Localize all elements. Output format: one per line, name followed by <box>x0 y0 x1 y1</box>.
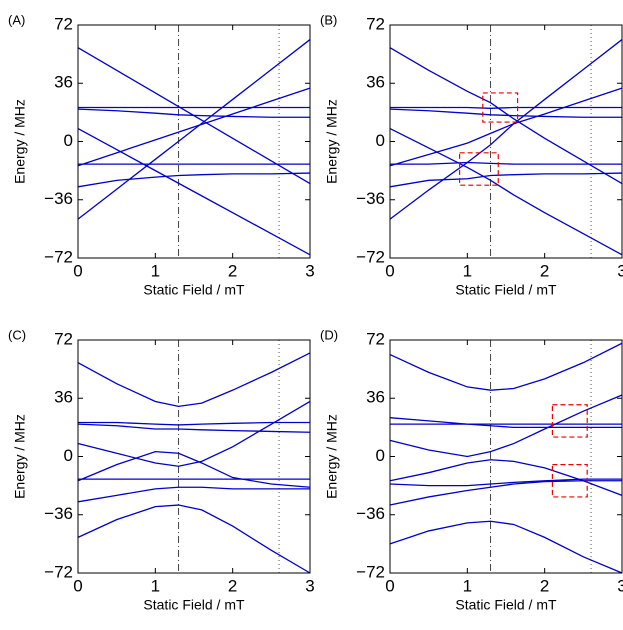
y-tick-label: 36 <box>54 73 73 92</box>
energy-level <box>390 106 622 109</box>
x-tick-label: 1 <box>463 576 472 595</box>
x-axis-label: Static Field / mT <box>143 282 245 298</box>
y-tick-label: 36 <box>366 73 385 92</box>
energy-level <box>77 127 311 256</box>
y-tick-label: 0 <box>376 446 385 465</box>
energy-level <box>390 161 622 165</box>
plot-frame <box>389 24 623 259</box>
energy-level <box>389 459 623 496</box>
energy-level <box>77 423 311 433</box>
y-tick-label: 36 <box>54 388 73 407</box>
energy-level <box>389 39 623 220</box>
energy-level <box>389 342 623 391</box>
y-tick-label: 72 <box>366 329 385 348</box>
energy-level <box>77 400 311 467</box>
y-axis-label: Energy / MHz <box>324 99 340 184</box>
energy-level <box>389 394 623 458</box>
y-tick-label: −36 <box>356 189 385 208</box>
panel-label: (C) <box>8 327 26 342</box>
x-axis-label: Static Field / mT <box>455 282 557 298</box>
x-tick-label: 0 <box>385 261 394 280</box>
y-tick-label: −72 <box>44 562 73 581</box>
y-tick-label: 72 <box>54 329 73 348</box>
x-tick-label: 0 <box>73 261 82 280</box>
x-tick-label: 1 <box>151 261 160 280</box>
x-tick-label: 2 <box>540 576 549 595</box>
plot-frame <box>389 339 623 574</box>
energy-level <box>77 352 311 407</box>
energy-level <box>77 450 311 488</box>
plot-frame <box>77 339 311 574</box>
y-axis-label: Energy / MHz <box>324 414 340 499</box>
y-tick-label: 72 <box>54 14 73 33</box>
y-tick-label: 0 <box>376 131 385 150</box>
panel-label: (B) <box>320 12 337 27</box>
x-tick-label: 1 <box>463 261 472 280</box>
energy-level <box>78 421 310 426</box>
y-tick-label: −72 <box>356 562 385 581</box>
energy-level <box>77 486 310 503</box>
x-tick-label: 3 <box>305 576 314 595</box>
x-tick-label: 1 <box>151 576 160 595</box>
energy-level <box>389 87 623 167</box>
highlight-box <box>551 404 588 438</box>
x-tick-label: 2 <box>228 576 237 595</box>
y-tick-label: 0 <box>64 131 73 150</box>
energy-level <box>77 87 311 167</box>
energy-level <box>389 47 623 185</box>
panel-label: (D) <box>320 327 338 342</box>
x-tick-label: 2 <box>540 261 549 280</box>
highlight-box <box>459 152 499 186</box>
energy-level <box>77 504 311 574</box>
energy-level <box>389 417 622 429</box>
energy-level <box>389 480 622 506</box>
energy-level <box>389 127 623 256</box>
x-tick-label: 3 <box>305 261 314 280</box>
x-tick-label: 3 <box>617 261 623 280</box>
energy-level <box>77 47 311 185</box>
x-tick-label: 0 <box>73 576 82 595</box>
energy-level <box>77 108 310 118</box>
highlight-box <box>551 463 588 498</box>
x-tick-label: 3 <box>617 576 623 595</box>
energy-level <box>77 172 311 188</box>
panel-label: (A) <box>8 12 25 27</box>
y-tick-label: 36 <box>366 388 385 407</box>
y-tick-label: −36 <box>44 504 73 523</box>
x-tick-label: 0 <box>385 576 394 595</box>
energy-level <box>389 108 622 118</box>
energy-level <box>389 520 623 574</box>
energy-level <box>77 39 311 220</box>
y-tick-label: 0 <box>64 446 73 465</box>
x-axis-label: Static Field / mT <box>143 597 245 613</box>
highlight-box <box>482 92 519 123</box>
energy-level <box>389 478 622 487</box>
x-axis-label: Static Field / mT <box>455 597 557 613</box>
y-tick-label: −36 <box>356 504 385 523</box>
plot-frame <box>77 24 311 259</box>
y-tick-label: −72 <box>44 247 73 266</box>
y-axis-label: Energy / MHz <box>12 414 28 499</box>
y-tick-label: 72 <box>366 14 385 33</box>
y-axis-label: Energy / MHz <box>12 99 28 184</box>
x-tick-label: 2 <box>228 261 237 280</box>
energy-level <box>389 172 623 188</box>
y-tick-label: −72 <box>356 247 385 266</box>
y-tick-label: −36 <box>44 189 73 208</box>
